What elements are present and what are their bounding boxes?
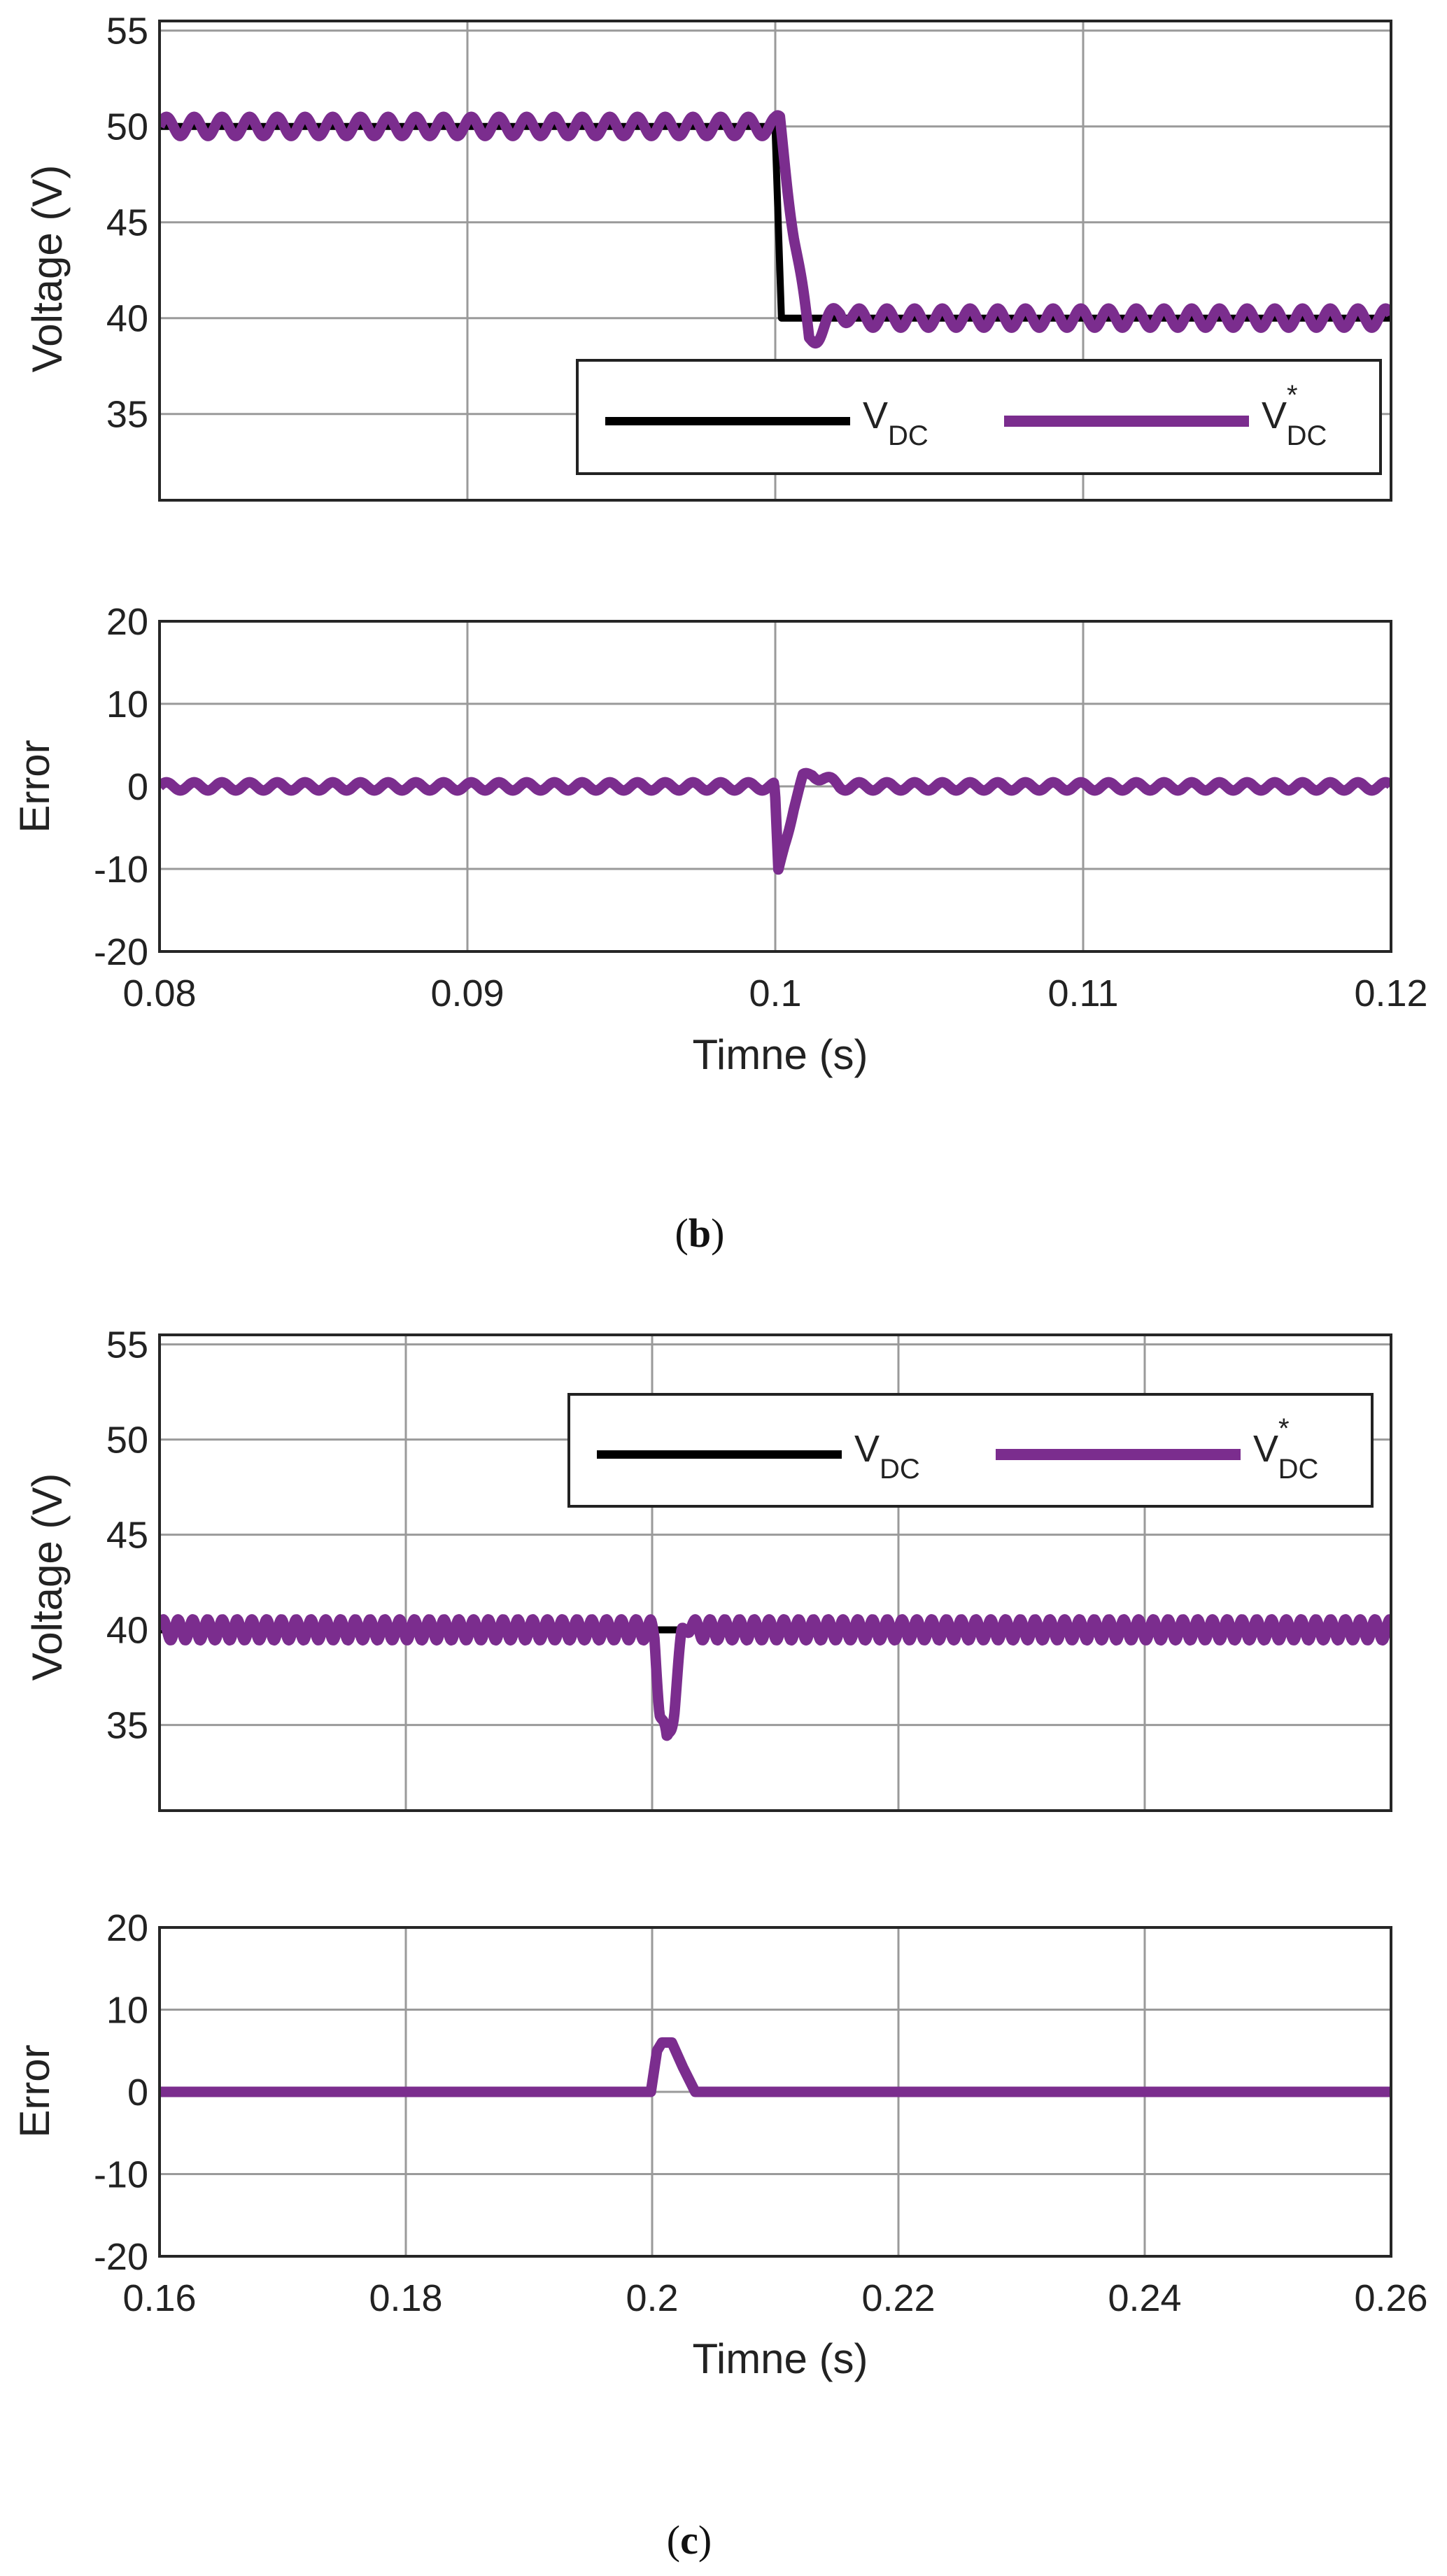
panel-b-voltage-legend-label-1: V* DC <box>1262 380 1327 451</box>
panel-b-voltage-axes-box <box>158 20 1392 502</box>
panel-c-error-xtick-label-2: 0.2 <box>626 2277 678 2319</box>
panel-b-error-ytick-label-1: -10 <box>94 849 148 891</box>
panel-c-voltage-ytick-label-3: 50 <box>106 1420 148 1462</box>
panel-c-voltage-series-vdc-ref-line <box>160 1614 1391 1741</box>
panel-c-error-axes-box <box>158 1926 1392 2258</box>
panel-c-error-series-vdc-ref-line <box>160 2037 1391 2097</box>
panel-b-error-ytick-label-2: 0 <box>127 766 148 808</box>
panel-b-error-series-vdc-ref-line <box>160 767 1391 875</box>
panel-b-voltage-legend: VDC V* DC <box>576 359 1382 475</box>
panel-c-voltage-ytick-label-4: 55 <box>106 1324 148 1366</box>
panel-b-error-series-group <box>160 767 1391 875</box>
panel-c-voltage-legend-label-1: V* DC <box>1253 1413 1318 1485</box>
panel-c-error-xtick-label-0: 0.16 <box>122 2277 196 2319</box>
panel-b-error-ylabel: Error <box>11 739 58 833</box>
panel-b-error-ytick-label-3: 10 <box>106 684 148 726</box>
panel-c-error-xtick-label-1: 0.18 <box>369 2277 442 2319</box>
panel-c-error-ytick-label-0: -20 <box>94 2236 148 2278</box>
caption-c: (c) <box>667 2517 712 2563</box>
panel-c-voltage-legend: VDC V* DC <box>567 1393 1374 1508</box>
panel-c-error-ytick-label-3: 10 <box>106 1990 148 2032</box>
panel-c-voltage-ytick-label-0: 35 <box>106 1705 148 1747</box>
panel-b-voltage-plot: Voltage (V) 35 40 45 50 55 VDC V* DC <box>24 10 1392 502</box>
panel-b-error-ytick-label-0: -20 <box>94 931 148 973</box>
panel-b-xlabel: Timne (s) <box>692 1031 868 1078</box>
panel-b-voltage-ytick-label-0: 35 <box>106 394 148 436</box>
panel-c-voltage-ytick-label-2: 45 <box>106 1515 148 1557</box>
panel-c-error-ytick-label-4: 20 <box>106 1907 148 1949</box>
panel-b-error-xtick-label-4: 0.12 <box>1354 972 1427 1014</box>
panel-c-error-ytick-label-1: -10 <box>94 2154 148 2196</box>
panel-c-error-xtick-label-5: 0.26 <box>1354 2277 1427 2319</box>
panel-b-voltage-legend-label-0: VDC <box>863 395 929 451</box>
panel-b-error-plot: Error Timne (s) -20 -10 0 10 20 0.08 0.09 0.1 0.… <box>11 601 1428 1078</box>
panel-b-error-xtick-label-2: 0.1 <box>749 972 801 1014</box>
panel-c-voltage-ylabel: Voltage (V) <box>24 1473 71 1681</box>
panel-b-voltage-ylabel: Voltage (V) <box>24 165 71 373</box>
panel-b-error-ytick-label-4: 20 <box>106 601 148 643</box>
panel-c-error-ylabel: Error <box>11 2044 58 2137</box>
panel-c-error-xtick-label-3: 0.22 <box>861 2277 935 2319</box>
panel-b-error-xtick-label-1: 0.09 <box>430 972 504 1014</box>
panel-c-error-series-group <box>160 2037 1391 2097</box>
panel-b-error-xtick-label-0: 0.08 <box>122 972 196 1014</box>
panel-b-error-axes-box <box>158 620 1392 953</box>
panel-b-voltage-ytick-label-1: 40 <box>106 298 148 340</box>
panel-b-voltage-series-group <box>160 110 1391 349</box>
panel-c-voltage-legend-label-0: VDC <box>854 1428 920 1485</box>
panel-b-voltage-ytick-label-2: 45 <box>106 202 148 244</box>
panel-c-error-plot: Error Timne (s) -20 -10 0 10 20 0.16 0.18 0.2 0.… <box>11 1907 1428 2382</box>
panel-c-voltage-plot: Voltage (V) 35 40 45 50 55 VDC V* DC <box>24 1324 1392 1812</box>
panel-b-error-xtick-label-3: 0.11 <box>1047 972 1118 1014</box>
panel-b-voltage-ytick-label-4: 55 <box>106 10 148 52</box>
panel-b-voltage-ytick-label-3: 50 <box>106 106 148 148</box>
panel-c-voltage-axes-box <box>158 1333 1392 1812</box>
panel-c-voltage-ytick-label-1: 40 <box>106 1610 148 1652</box>
panel-c-error-xtick-label-4: 0.24 <box>1108 2277 1181 2319</box>
panel-b-voltage-series-vdc-ref-line <box>160 110 1391 349</box>
panel-c-error-ytick-label-2: 0 <box>127 2072 148 2114</box>
caption-b: (b) <box>675 1210 725 1256</box>
panel-c-xlabel: Timne (s) <box>692 2335 868 2382</box>
panel-c-voltage-series-group <box>160 1614 1391 1741</box>
